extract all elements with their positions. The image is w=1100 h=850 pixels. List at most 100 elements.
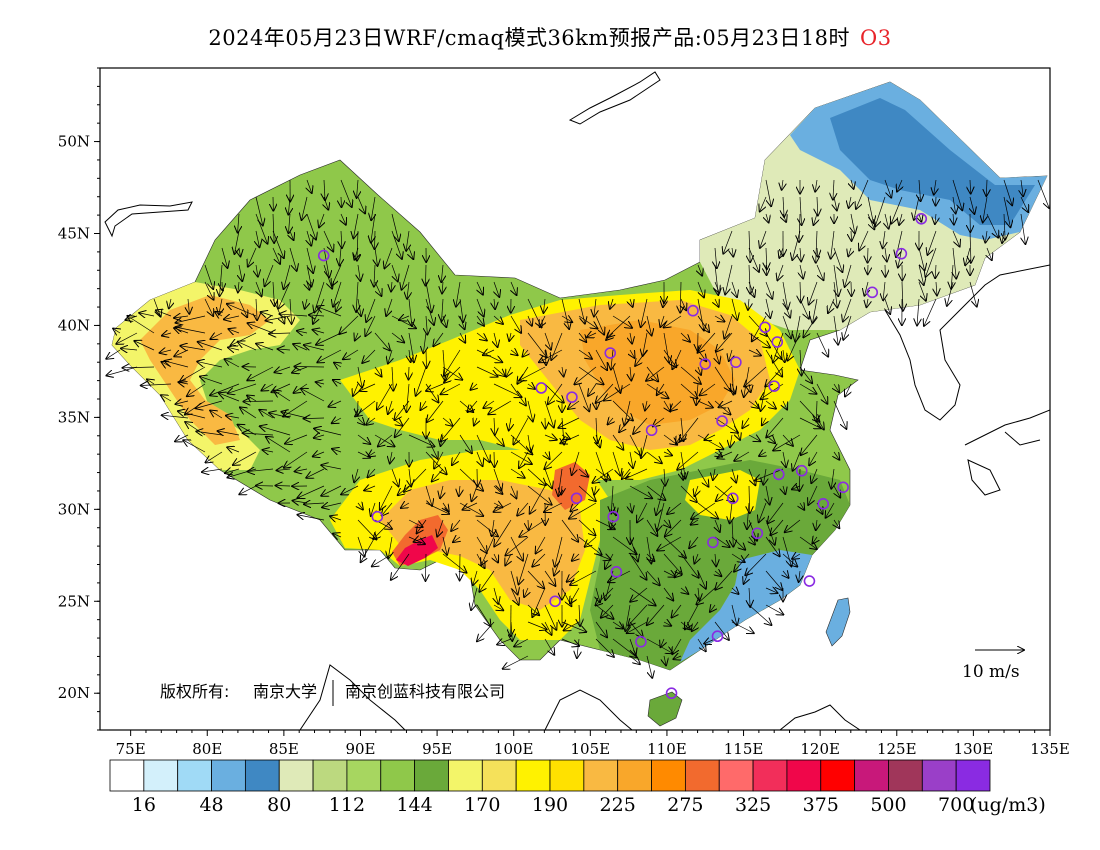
wind-arrow bbox=[680, 621, 690, 629]
wind-arrow bbox=[317, 349, 342, 362]
site-marker bbox=[915, 212, 928, 225]
wind-arrow bbox=[970, 196, 974, 214]
wind-arrow bbox=[734, 451, 750, 461]
colorbar-swatch bbox=[718, 759, 754, 792]
wind-arrow bbox=[951, 264, 953, 289]
lon-tick-label: 100E bbox=[494, 740, 534, 758]
wind-arrow bbox=[630, 332, 632, 344]
wind-arrow bbox=[409, 298, 412, 326]
wind-arrow bbox=[935, 213, 936, 224]
wind-arrow bbox=[1021, 179, 1023, 196]
wind-arrow bbox=[783, 281, 788, 309]
wind-arrow bbox=[953, 247, 956, 279]
colorbar-swatch bbox=[752, 759, 788, 792]
wind-arrow bbox=[630, 638, 636, 655]
wind-arrow bbox=[577, 638, 579, 658]
wind-arrow bbox=[332, 449, 342, 452]
wind-arrow bbox=[357, 536, 365, 557]
wind-arrow bbox=[511, 350, 518, 355]
wind-arrow bbox=[527, 604, 539, 615]
wind-arrow bbox=[392, 264, 398, 281]
wind-arrow bbox=[926, 247, 937, 277]
wind-arrow bbox=[497, 639, 512, 645]
wind-arrow bbox=[476, 366, 497, 377]
wind-arrow bbox=[493, 315, 503, 324]
wind-arrow bbox=[851, 230, 852, 241]
wind-arrow bbox=[386, 298, 393, 316]
wind-arrow bbox=[672, 638, 682, 654]
wind-arrow bbox=[255, 213, 267, 244]
wind-arrow bbox=[612, 315, 632, 328]
wind-arrow bbox=[175, 434, 189, 441]
colorbar bbox=[109, 759, 991, 792]
wind-arrow bbox=[748, 435, 760, 441]
wind-arrow bbox=[777, 264, 783, 280]
indochina-outline bbox=[299, 664, 633, 730]
wind-arrow bbox=[627, 621, 648, 633]
wind-arrow bbox=[947, 281, 954, 306]
wind-arrow bbox=[629, 553, 647, 580]
wind-arrow bbox=[765, 281, 772, 299]
wind-arrow bbox=[612, 451, 620, 476]
wind-arrow bbox=[290, 230, 294, 240]
wind-arrow bbox=[585, 536, 597, 547]
colorbar-tick-label: 190 bbox=[532, 794, 568, 816]
wind-arrow bbox=[732, 468, 736, 483]
wind-arrow bbox=[147, 379, 154, 384]
site-marker bbox=[711, 630, 724, 643]
wind-arrow bbox=[715, 299, 719, 307]
wind-arrow bbox=[544, 638, 554, 655]
wind-arrow bbox=[766, 298, 770, 318]
lon-tick-label: 120E bbox=[800, 740, 840, 758]
wind-arrow bbox=[204, 264, 213, 289]
wind-arrow bbox=[340, 179, 352, 207]
wind-arrow bbox=[731, 536, 745, 550]
wind-arrow bbox=[228, 383, 257, 393]
wind-arrow bbox=[748, 298, 749, 310]
wind-arrow bbox=[227, 447, 240, 452]
colorbar-tick-label: 375 bbox=[803, 794, 839, 816]
wind-arrow bbox=[426, 315, 427, 335]
wind-arrow bbox=[343, 349, 359, 359]
wind-arrow bbox=[510, 587, 519, 605]
wind-arrow bbox=[812, 298, 817, 323]
wind-arrow bbox=[760, 196, 767, 211]
wind-arrow bbox=[414, 537, 427, 542]
wind-arrow bbox=[898, 247, 902, 267]
colorbar-swatch bbox=[278, 759, 314, 792]
wind-arrow bbox=[588, 383, 597, 396]
wind-arrow bbox=[697, 434, 723, 449]
wind-arrow bbox=[391, 417, 402, 426]
colorbar-swatch bbox=[177, 759, 212, 792]
wind-arrow bbox=[667, 502, 682, 514]
wind-arrow bbox=[483, 400, 495, 408]
wind-arrow bbox=[579, 604, 580, 626]
lat-tick-label: 30N bbox=[58, 500, 90, 518]
wind-arrow bbox=[509, 417, 511, 430]
wind-arrow bbox=[391, 213, 399, 241]
wind-arrow bbox=[332, 418, 342, 423]
wind-arrow bbox=[528, 400, 533, 421]
wind-arrow bbox=[297, 331, 308, 333]
wind-arrow bbox=[594, 485, 596, 495]
wind-arrow bbox=[661, 638, 664, 647]
wind-arrow bbox=[748, 401, 759, 408]
lat-tick-label: 35N bbox=[58, 408, 90, 426]
wind-arrow bbox=[815, 179, 817, 192]
wind-arrow bbox=[374, 281, 381, 296]
wind-arrow bbox=[471, 587, 478, 610]
site-marker bbox=[699, 358, 712, 370]
wind-arrow bbox=[280, 314, 308, 316]
wind-arrow bbox=[816, 519, 817, 530]
wind-arrow bbox=[730, 434, 732, 447]
wind-arrow bbox=[715, 349, 719, 363]
wind-arrow bbox=[561, 316, 572, 322]
wind-arrow bbox=[260, 426, 291, 436]
wind-arrow bbox=[731, 298, 737, 320]
colorbar-swatch bbox=[211, 759, 246, 792]
wind-arrow bbox=[156, 310, 172, 316]
wind-arrow bbox=[1003, 196, 1010, 227]
wind-arrow bbox=[493, 383, 522, 397]
colorbar-swatch bbox=[854, 759, 889, 792]
lat-tick-label: 20N bbox=[58, 684, 90, 702]
